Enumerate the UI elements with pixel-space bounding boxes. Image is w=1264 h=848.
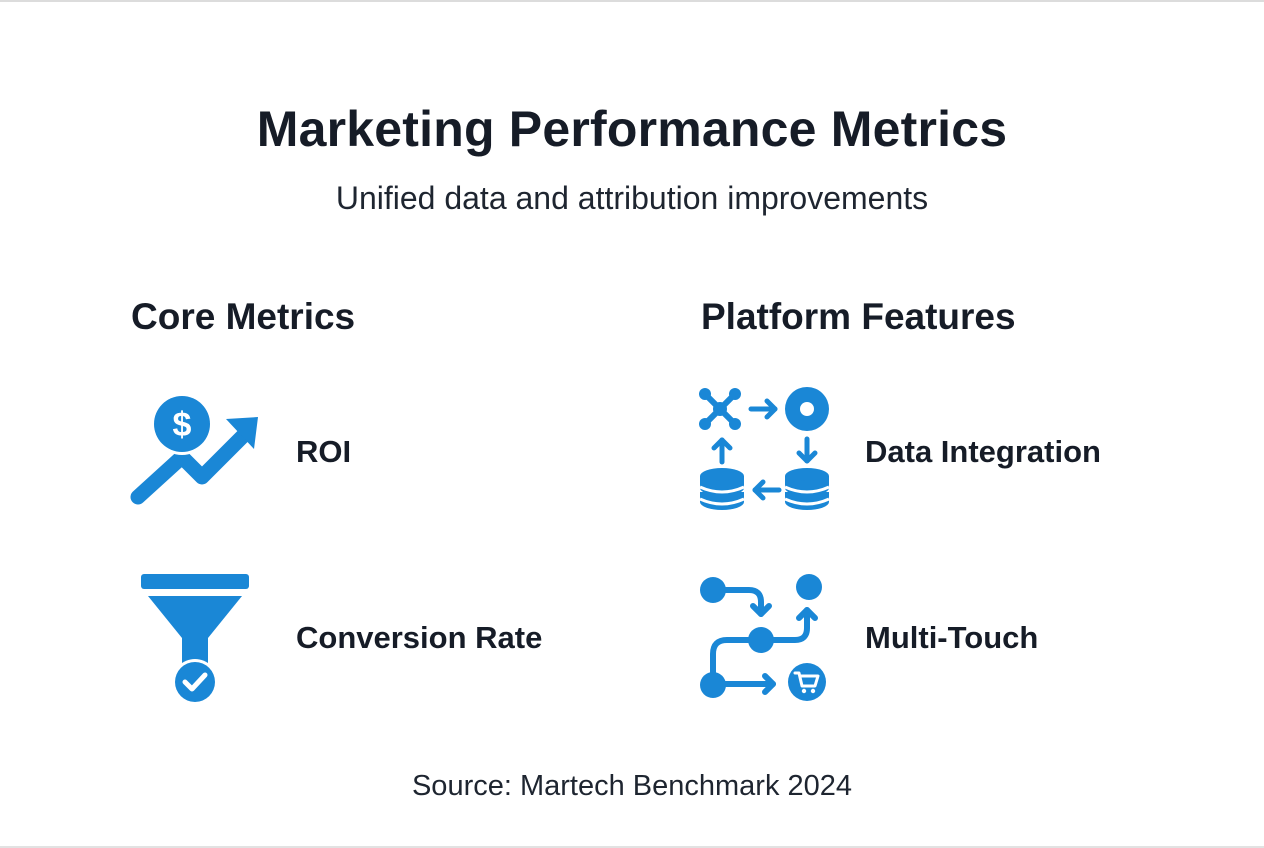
page-title: Marketing Performance Metrics [256, 101, 1008, 157]
svg-text:$: $ [173, 406, 192, 444]
feature-label-multi-touch: Multi-Touch [865, 620, 1039, 655]
top-border [0, 0, 1264, 2]
roi-growth-dollar-icon: $ [128, 385, 268, 525]
metric-label-conversion-rate: Conversion Rate [296, 620, 543, 655]
section-heading-platform-features: Platform Features [701, 296, 1016, 337]
bottom-border [0, 846, 1264, 848]
page-subtitle: Unified data and attribution improvement… [335, 180, 929, 216]
funnel-check-icon [128, 568, 268, 708]
section-heading-core-metrics: Core Metrics [131, 296, 356, 337]
source-caption: Source: Martech Benchmark 2024 [411, 770, 853, 802]
multi-touch-journey-cart-icon [697, 570, 837, 710]
data-integration-cycle-icon [697, 384, 837, 524]
metric-label-roi: ROI [296, 434, 352, 469]
feature-label-data-integration: Data Integration [865, 434, 1101, 469]
